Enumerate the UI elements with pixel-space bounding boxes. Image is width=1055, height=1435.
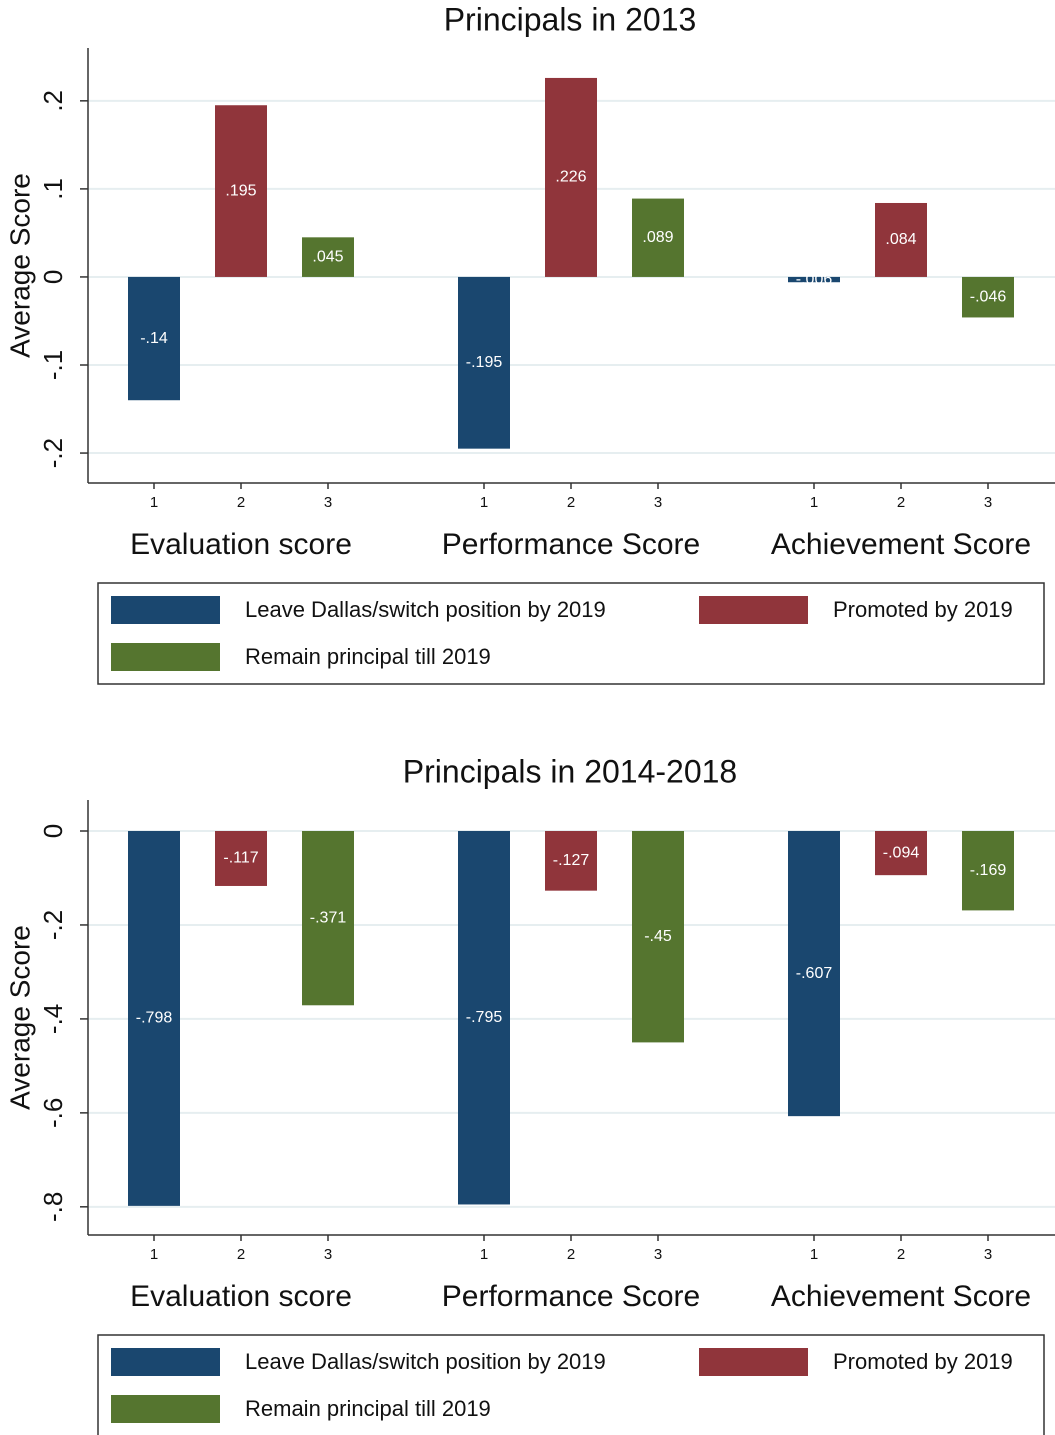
x-tick-label: 3 (654, 494, 662, 511)
value-label: -.14 (140, 330, 168, 347)
value-label: -.795 (466, 1009, 503, 1026)
group-label: Achievement Score (771, 1280, 1031, 1313)
group-label: Evaluation score (130, 1280, 352, 1313)
bar (632, 831, 684, 1043)
value-label: .084 (885, 231, 916, 248)
value-label: .226 (555, 169, 586, 186)
x-tick-label: 1 (150, 1246, 158, 1263)
x-tick-label: 1 (810, 494, 818, 511)
value-label: -.127 (553, 852, 590, 869)
x-tick-label: 3 (324, 494, 332, 511)
legend-box (97, 582, 1045, 685)
bar (215, 105, 267, 277)
y-tick-label: .2 (38, 90, 68, 112)
legend-label: Leave Dallas/switch position by 2019 (245, 1349, 606, 1374)
bar (875, 202, 927, 277)
value-label: -.046 (970, 288, 1007, 305)
chart-title: Principals in 2013 (444, 1, 697, 37)
legend-label: Leave Dallas/switch position by 2019 (245, 597, 606, 622)
bar (458, 831, 510, 1205)
value-label: -.798 (136, 1010, 173, 1027)
group-label: Achievement Score (771, 528, 1031, 561)
y-tick-label: -.2 (38, 910, 68, 940)
chart-title: Principals in 2014-2018 (403, 753, 737, 789)
legend-label: Promoted by 2019 (833, 597, 1013, 622)
legend-swatch (111, 596, 220, 624)
bar (788, 276, 840, 283)
bar (875, 831, 927, 876)
legend-swatch (111, 1348, 220, 1376)
bar (632, 198, 684, 277)
value-label: -.117 (223, 850, 258, 867)
group-label: Performance Score (442, 528, 700, 561)
legend-label: Remain principal till 2019 (245, 1396, 491, 1421)
x-tick-label: 1 (150, 494, 158, 511)
legend-label: Promoted by 2019 (833, 1349, 1013, 1374)
group-label: Evaluation score (130, 528, 352, 561)
x-tick-label: 3 (984, 494, 992, 511)
value-label: -.169 (970, 862, 1007, 879)
bar (962, 831, 1014, 911)
value-label: -.45 (644, 928, 672, 945)
x-tick-label: 2 (237, 1246, 245, 1263)
legend-swatch (699, 1348, 808, 1376)
group-label: Performance Score (442, 1280, 700, 1313)
bar (128, 831, 180, 1206)
bar (302, 237, 354, 277)
x-tick-label: 2 (897, 1246, 905, 1263)
bar (545, 831, 597, 891)
bar (545, 77, 597, 277)
x-tick-label: 1 (480, 494, 488, 511)
value-label: -.607 (796, 965, 833, 982)
y-tick-label: -.4 (38, 1004, 68, 1034)
x-tick-label: 2 (237, 494, 245, 511)
y-axis-label: Average Score (4, 925, 35, 1110)
y-tick-label: .1 (38, 178, 68, 200)
y-tick-label: -.6 (38, 1098, 68, 1128)
bar (962, 276, 1014, 318)
bar (788, 831, 840, 1117)
y-axis-label: Average Score (4, 173, 35, 358)
y-tick-label: 0 (38, 824, 68, 838)
bar (302, 831, 354, 1006)
x-tick-label: 1 (480, 1246, 488, 1263)
x-tick-label: 2 (567, 494, 575, 511)
x-tick-label: 1 (810, 1246, 818, 1263)
legend-label: Remain principal till 2019 (245, 644, 491, 669)
legend-swatch (111, 643, 220, 671)
y-tick-label: -.1 (38, 350, 68, 380)
value-label: .195 (225, 182, 256, 199)
bar (215, 831, 267, 886)
legend-box (97, 1334, 1045, 1435)
y-tick-label: -.2 (38, 438, 68, 468)
value-label: -.195 (466, 354, 503, 371)
y-tick-label: 0 (38, 270, 68, 284)
legend-swatch (111, 1395, 220, 1423)
x-tick-label: 2 (567, 1246, 575, 1263)
x-tick-label: 2 (897, 494, 905, 511)
value-label: -.371 (310, 909, 347, 926)
value-label: -.006 (796, 271, 833, 288)
value-label: -.094 (883, 844, 920, 861)
bar (458, 276, 510, 449)
value-label: .045 (312, 248, 343, 265)
x-tick-label: 3 (324, 1246, 332, 1263)
x-tick-label: 3 (654, 1246, 662, 1263)
bar (128, 276, 180, 401)
y-tick-label: -.8 (38, 1192, 68, 1222)
x-tick-label: 3 (984, 1246, 992, 1263)
value-label: .089 (642, 229, 673, 246)
legend-swatch (699, 596, 808, 624)
